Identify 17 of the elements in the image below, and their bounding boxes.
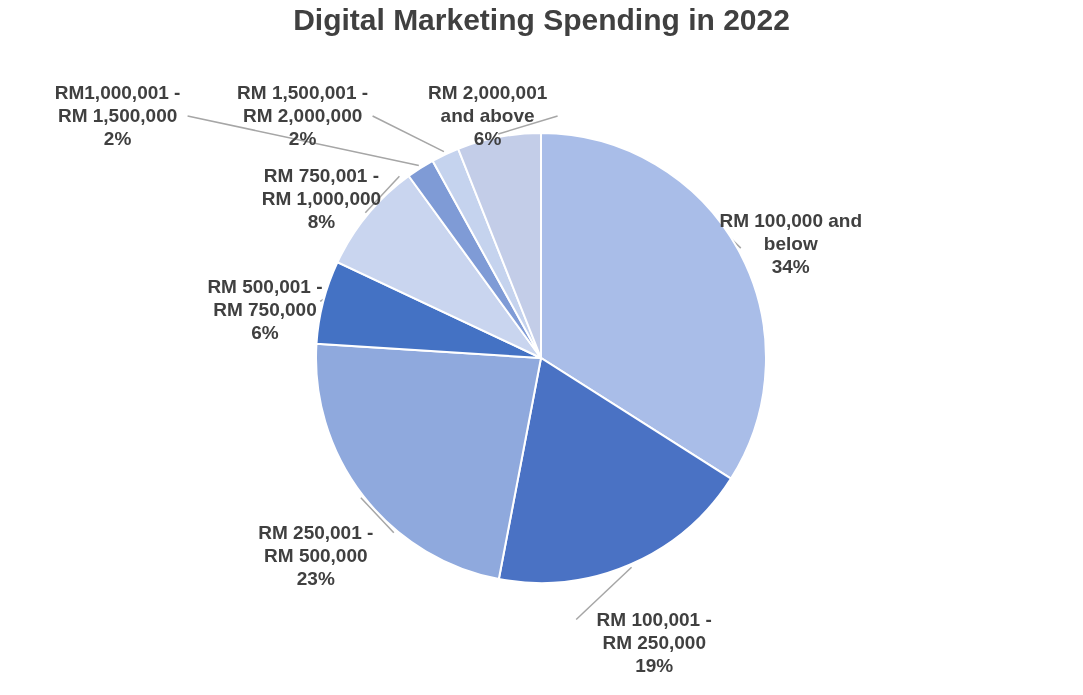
data-label: 2% (103, 128, 132, 149)
slice-label: RM 100,001 - RM 250,000 (596, 608, 712, 653)
slice-label: RM 750,001 - RM 1,000,000 (261, 165, 382, 210)
data-label: 8% (307, 211, 336, 233)
slice-label: RM 100,000 and below (719, 209, 863, 254)
chart-title: Digital Marketing Spending in 2022 (293, 3, 790, 36)
data-label: 34% (771, 255, 810, 277)
data-label: 6% (251, 322, 279, 344)
data-label: 19% (635, 654, 674, 676)
slice-label: RM 1,500,001 - RM 2,000,000 (237, 82, 369, 126)
data-label: 23% (296, 567, 335, 589)
slice-label: RM1,000,001 - RM 1,500,000 (54, 82, 181, 126)
data-label: 6% (473, 128, 502, 149)
slice-label: RM 500,001 - RM 750,000 (207, 276, 323, 321)
slice-label: RM 2,000,001 and above (427, 82, 548, 126)
slice-label: RM 250,001 - RM 500,000 (258, 521, 374, 566)
data-label: 2% (288, 128, 317, 149)
